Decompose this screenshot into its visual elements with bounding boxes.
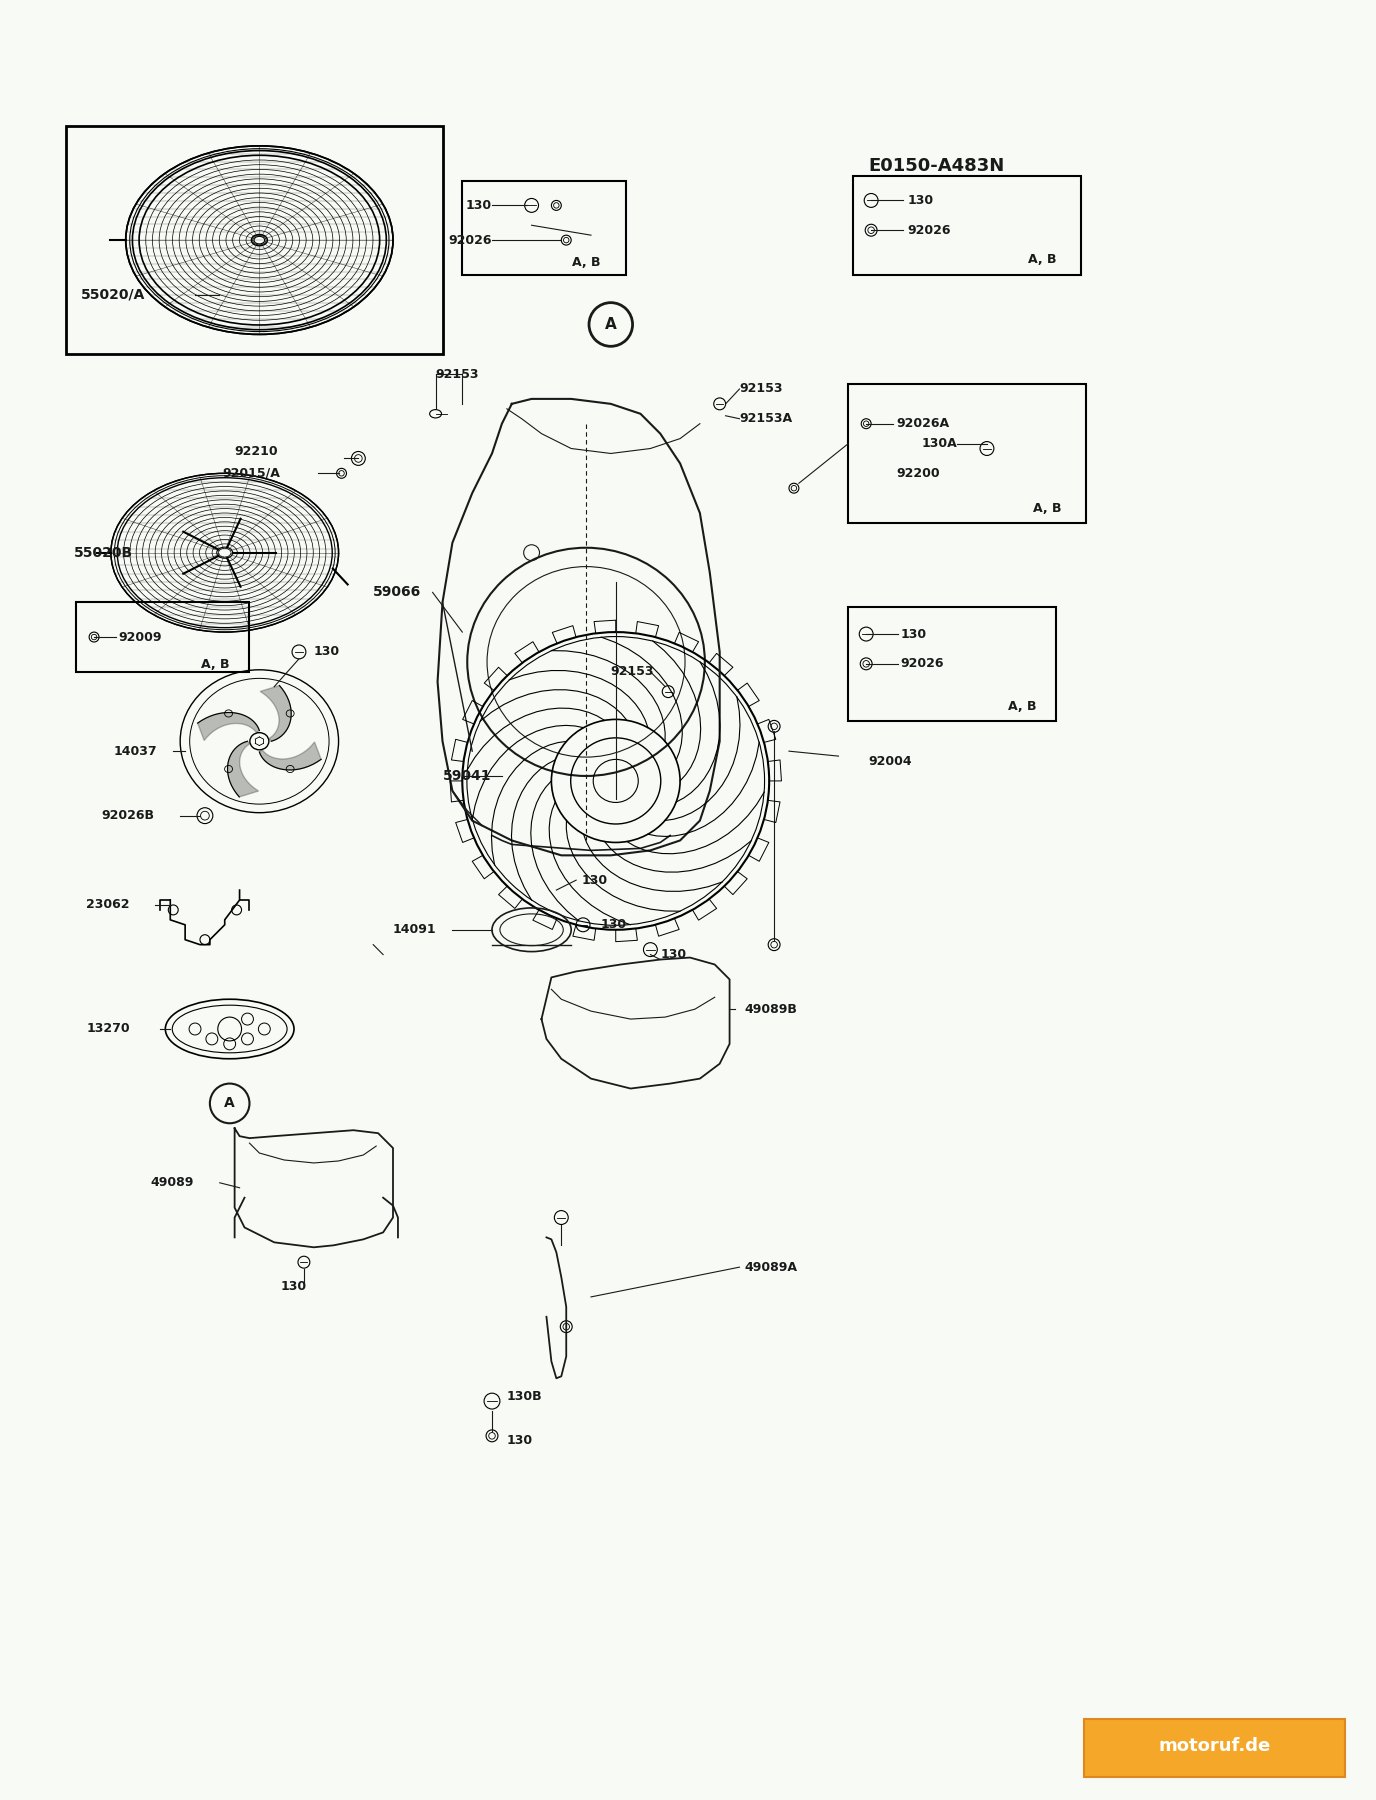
Text: 130: 130 [908, 194, 934, 207]
Bar [76, 603, 249, 671]
Text: 92153: 92153 [739, 382, 783, 396]
Text: 49089: 49089 [150, 1177, 194, 1190]
Bar [849, 607, 1057, 722]
Text: E0150-A483N: E0150-A483N [868, 157, 1004, 175]
Bar [462, 180, 626, 275]
Text: 92004: 92004 [868, 754, 912, 767]
Text: motoruf.de: motoruf.de [1159, 1737, 1271, 1755]
Text: 92015/A: 92015/A [223, 466, 281, 481]
Text: A, B: A, B [572, 256, 601, 270]
Text: 23062: 23062 [87, 898, 129, 911]
Text: 92026B: 92026B [100, 810, 154, 823]
Polygon shape [260, 686, 292, 742]
Text: 92153A: 92153A [739, 412, 793, 425]
Text: 130: 130 [581, 873, 607, 887]
Bar [853, 176, 1082, 275]
Text: 130B: 130B [506, 1390, 542, 1402]
Text: 130A: 130A [922, 437, 958, 450]
Text: 130: 130 [281, 1280, 307, 1294]
Text: 130: 130 [506, 1435, 533, 1447]
Text: 49089B: 49089B [744, 1003, 797, 1015]
Text: 59041: 59041 [443, 769, 491, 783]
FancyBboxPatch shape [1084, 1719, 1346, 1777]
Polygon shape [227, 742, 259, 797]
Text: A, B: A, B [201, 659, 230, 671]
Text: 92026: 92026 [901, 657, 944, 670]
Text: 59066: 59066 [373, 585, 421, 599]
Text: 92153: 92153 [611, 666, 654, 679]
Text: 55020B: 55020B [74, 545, 133, 560]
Text: A: A [224, 1096, 235, 1111]
Text: 55020/A: 55020/A [81, 288, 146, 302]
Text: 92026A: 92026A [896, 418, 949, 430]
Bar [66, 126, 443, 355]
Text: 130: 130 [466, 200, 493, 212]
Text: 130: 130 [601, 918, 627, 931]
Text: A, B: A, B [1033, 502, 1061, 515]
Text: A: A [605, 317, 616, 331]
Bar [849, 383, 1086, 524]
Text: 92200: 92200 [896, 466, 940, 481]
Text: A, B: A, B [1009, 700, 1036, 713]
Text: 92026: 92026 [449, 234, 493, 247]
Text: 130: 130 [314, 646, 340, 659]
Text: 92009: 92009 [118, 630, 162, 644]
Text: 92210: 92210 [235, 445, 278, 457]
Text: 49089A: 49089A [744, 1260, 798, 1274]
Polygon shape [198, 713, 259, 740]
Text: 14037: 14037 [114, 745, 157, 758]
Polygon shape [259, 742, 321, 770]
Text: 130: 130 [901, 628, 927, 641]
Text: 13270: 13270 [87, 1022, 129, 1035]
Text: 92153: 92153 [436, 367, 479, 380]
Text: 92026: 92026 [908, 223, 951, 238]
Text: A, B: A, B [1028, 254, 1057, 266]
Text: 130: 130 [660, 949, 687, 961]
Text: 14091: 14091 [394, 923, 436, 936]
